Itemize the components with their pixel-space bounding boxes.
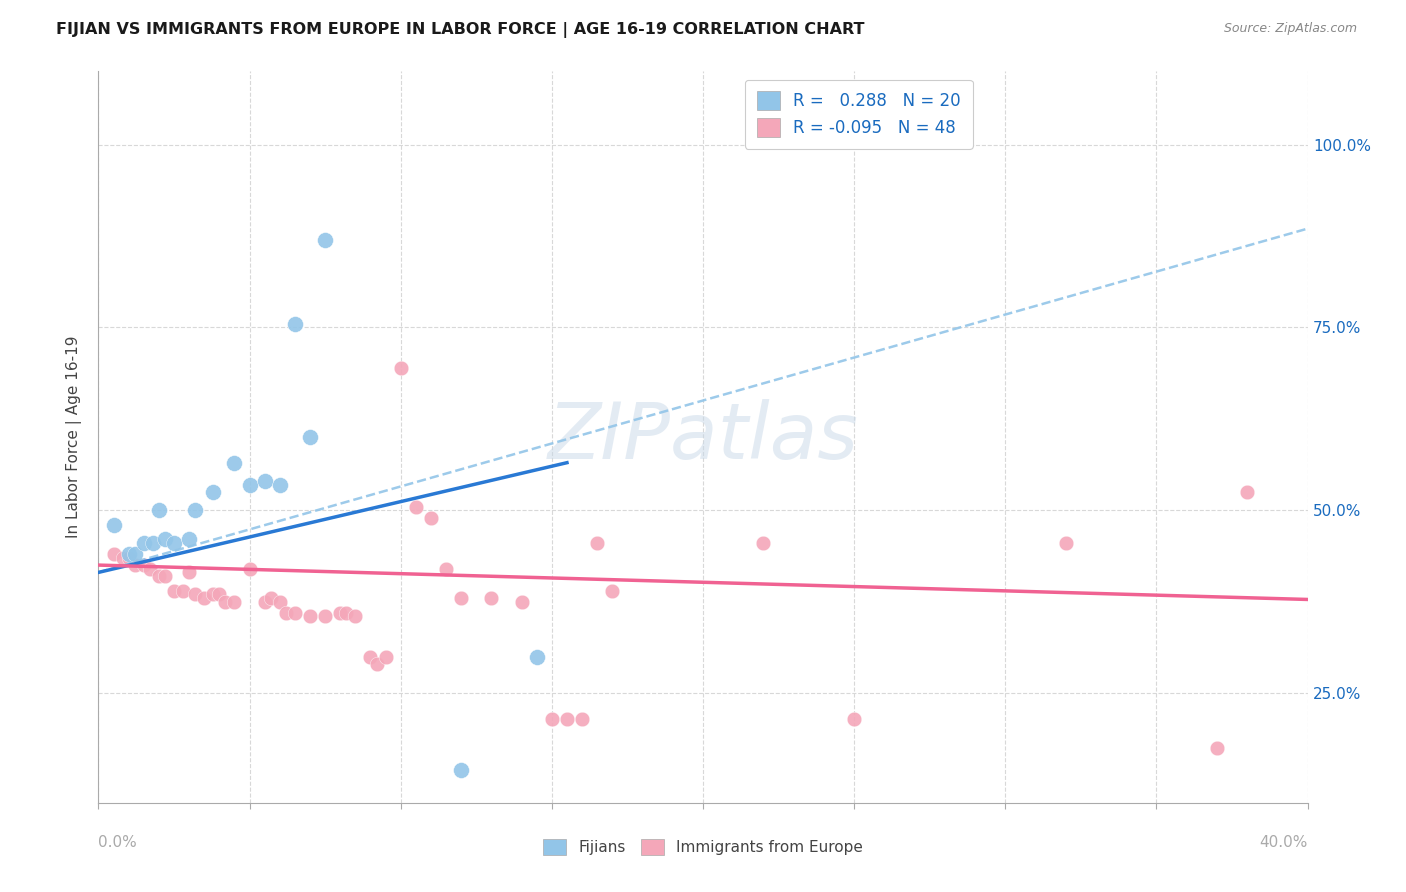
Point [526, 649, 548, 664]
Point [124, 547, 146, 561]
Point [299, 430, 322, 444]
Point [299, 609, 322, 624]
Point [434, 562, 457, 576]
Point [389, 360, 412, 375]
Point [214, 594, 236, 608]
Point [184, 503, 207, 517]
Point [586, 536, 609, 550]
Point [555, 712, 578, 726]
Point [139, 562, 162, 576]
Point [132, 558, 155, 573]
Point [269, 594, 291, 608]
Point [163, 583, 186, 598]
Point [153, 569, 176, 583]
Point [374, 649, 396, 664]
Point [179, 533, 201, 547]
Point [148, 569, 170, 583]
Point [450, 763, 472, 777]
Text: 40.0%: 40.0% [1260, 835, 1308, 850]
Point [284, 606, 307, 620]
Point [335, 606, 357, 620]
Point [284, 317, 307, 331]
Point [481, 591, 503, 605]
Point [111, 550, 134, 565]
Point [314, 609, 336, 624]
Point [132, 536, 155, 550]
Text: ZIPatlas: ZIPatlas [547, 399, 859, 475]
Point [208, 587, 231, 601]
Point [844, 712, 866, 726]
Point [153, 533, 176, 547]
Point [571, 712, 593, 726]
Point [366, 657, 388, 671]
Point [274, 606, 297, 620]
Point [1054, 536, 1077, 550]
Point [253, 594, 276, 608]
Point [224, 594, 246, 608]
Point [193, 591, 215, 605]
Point [360, 649, 382, 664]
Point [184, 587, 207, 601]
Point [103, 517, 125, 532]
Text: FIJIAN VS IMMIGRANTS FROM EUROPE IN LABOR FORCE | AGE 16-19 CORRELATION CHART: FIJIAN VS IMMIGRANTS FROM EUROPE IN LABO… [56, 22, 865, 38]
Point [118, 547, 141, 561]
Point [163, 536, 186, 550]
Point [118, 550, 141, 565]
Point [202, 587, 225, 601]
Point [1206, 740, 1229, 755]
Point [179, 566, 201, 580]
Point [124, 558, 146, 573]
Y-axis label: In Labor Force | Age 16-19: In Labor Force | Age 16-19 [66, 335, 83, 539]
Point [239, 477, 262, 491]
Text: Source: ZipAtlas.com: Source: ZipAtlas.com [1223, 22, 1357, 36]
Point [103, 547, 125, 561]
Text: 0.0%: 0.0% [98, 835, 138, 850]
Point [602, 583, 624, 598]
Point [269, 477, 291, 491]
Point [142, 536, 165, 550]
Point [253, 474, 276, 488]
Point [314, 233, 336, 247]
Point [329, 606, 352, 620]
Point [540, 712, 562, 726]
Point [420, 510, 443, 524]
Point [450, 591, 472, 605]
Point [148, 503, 170, 517]
Point [202, 485, 225, 500]
Point [224, 456, 246, 470]
Legend: Fijians, Immigrants from Europe: Fijians, Immigrants from Europe [537, 833, 869, 861]
Point [405, 500, 427, 514]
Point [510, 594, 533, 608]
Point [752, 536, 775, 550]
Point [239, 562, 262, 576]
Point [172, 583, 194, 598]
Point [260, 591, 283, 605]
Point [1236, 485, 1258, 500]
Point [344, 609, 367, 624]
